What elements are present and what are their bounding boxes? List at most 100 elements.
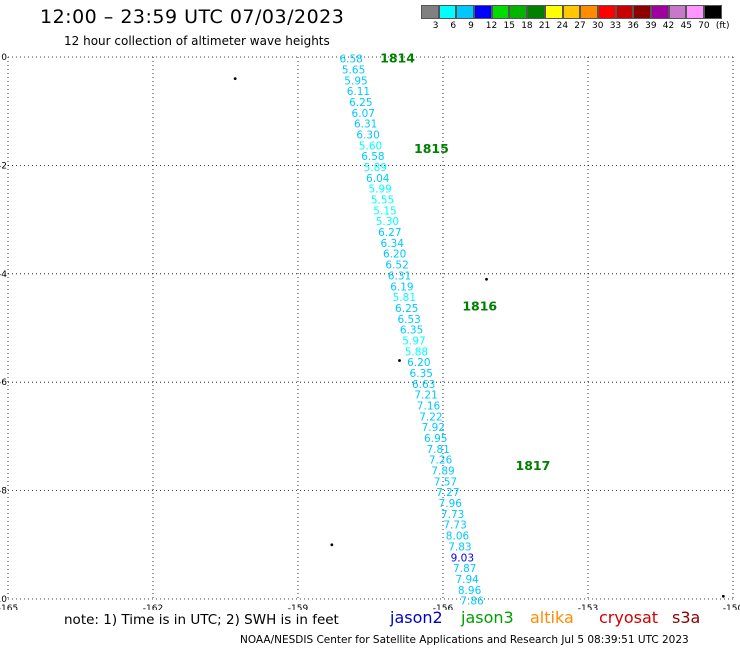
swh-value: 7.96 <box>439 498 463 510</box>
x-tick-label: -153 <box>578 604 598 610</box>
swh-value: 5.60 <box>359 140 382 152</box>
color-scale-label: 6 <box>450 21 457 31</box>
swh-value: 5.15 <box>373 205 396 217</box>
map-title: 12:00 – 23:59 UTC 07/03/2023 <box>40 6 345 28</box>
y-tick-label: -2 <box>0 161 7 171</box>
swh-value: 6.20 <box>383 249 406 261</box>
swh-value: 7.57 <box>434 476 457 488</box>
swh-value: 7.92 <box>422 422 445 434</box>
island-mark <box>233 77 237 81</box>
swh-value: 5.97 <box>402 335 425 347</box>
color-scale-label: 21 <box>538 21 551 31</box>
swh-value: 6.11 <box>347 86 370 98</box>
y-tick-label: -6 <box>0 378 7 388</box>
swh-value: 5.95 <box>344 75 367 87</box>
color-scale-label: 27 <box>574 21 586 31</box>
island-mark <box>398 359 401 362</box>
color-scale-cell <box>633 5 651 19</box>
y-tick-label: 0 <box>1 53 7 63</box>
color-scale-label: 42 <box>662 21 675 31</box>
pass-time-label: 1817 <box>516 458 551 473</box>
swh-value: 7.83 <box>448 541 471 553</box>
swh-value: 7.26 <box>429 455 453 467</box>
swh-value: 5.81 <box>393 292 416 304</box>
swh-value: 5.99 <box>368 184 391 196</box>
swh-value: 6.53 <box>397 314 420 326</box>
legend-entry-altika: altika <box>530 608 574 627</box>
swh-value: 6.35 <box>410 368 433 380</box>
color-scale-cell <box>438 5 457 19</box>
swh-value: 6.07 <box>352 108 375 120</box>
color-scale-label: 12 <box>485 21 498 31</box>
swh-value: 6.25 <box>395 303 418 315</box>
swh-value: 5.30 <box>376 216 399 228</box>
swh-value: 6.30 <box>356 130 379 142</box>
swh-value: 6.04 <box>366 173 390 185</box>
color-scale-label: (ft) <box>715 21 730 31</box>
swh-value: 6.19 <box>390 281 413 293</box>
swh-value: 6.35 <box>400 325 423 337</box>
map-subtitle: 12 hour collection of altimeter wave hei… <box>64 34 330 48</box>
color-scale-label: 30 <box>592 21 604 31</box>
swh-value: 8.06 <box>446 531 470 543</box>
swh-value: 6.31 <box>354 119 377 131</box>
swh-value: 6.31 <box>388 270 411 282</box>
legend-entry-jason2: jason2 <box>390 608 443 627</box>
swh-value: 7.86 <box>460 596 484 608</box>
color-scale-cell <box>509 5 528 19</box>
swh-value: 6.95 <box>424 433 447 445</box>
color-scale-label: 39 <box>645 21 657 31</box>
color-scale-label: 15 <box>503 21 515 31</box>
pass-time-label: 1814 <box>380 51 415 66</box>
swh-value: 7.89 <box>431 466 454 478</box>
x-tick-label: -162 <box>143 604 163 610</box>
swh-value: 5.89 <box>364 162 387 174</box>
color-scale-label: 24 <box>556 21 569 31</box>
altimeter-map: -165 -162 -159 -156 -153 -150 0 -2 -4 -6 -8 -10 6.58… <box>0 51 740 610</box>
color-scale-label: 36 <box>627 21 639 31</box>
swh-value: 7.21 <box>414 390 437 402</box>
color-scale-label: 18 <box>521 21 533 31</box>
swh-value: 7.22 <box>419 411 442 423</box>
legend-entry-s3a: s3a <box>672 608 701 627</box>
swh-value: 7.27 <box>436 487 459 499</box>
color-scale-cell <box>474 5 492 19</box>
color-scale-cell <box>544 5 563 19</box>
x-tick-label: -159 <box>288 604 309 610</box>
credit-line: NOAA/NESDIS Center for Satellite Applica… <box>240 634 689 646</box>
color-scale-cell <box>491 5 510 19</box>
color-scale-label: 45 <box>680 21 692 31</box>
swh-value: 6.52 <box>385 260 408 272</box>
swh-value: 5.88 <box>405 346 428 358</box>
swh-value: 7.81 <box>426 444 449 456</box>
swh-value: 6.63 <box>412 379 435 391</box>
swh-value: 8.96 <box>458 585 482 597</box>
color-scale-cell <box>421 5 439 19</box>
x-tick-label: -156 <box>433 604 454 610</box>
y-tick-label: -10 <box>0 595 7 605</box>
y-tick-label: -4 <box>0 270 7 280</box>
island-mark <box>485 277 488 281</box>
swh-value: 7.73 <box>441 509 464 521</box>
swh-value: 6.58 <box>339 54 362 66</box>
color-scale-cell <box>668 5 687 19</box>
color-scale-cell <box>580 5 598 19</box>
color-scale-cell <box>686 5 704 19</box>
color-scale-cell <box>456 5 475 19</box>
pass-time-label: 1816 <box>462 298 497 313</box>
legend-entry-jason3: jason3 <box>461 608 514 627</box>
swh-value: 5.55 <box>371 195 394 207</box>
x-tick-label: -150 <box>723 604 740 610</box>
swh-value: 7.73 <box>443 520 466 532</box>
swh-value: 6.58 <box>361 151 384 163</box>
swh-value: 9.03 <box>451 552 474 564</box>
swh-value: 6.34 <box>381 238 405 250</box>
color-scale-label: 33 <box>609 21 622 31</box>
swh-value: 6.25 <box>349 97 372 109</box>
color-scale-cell <box>527 5 545 19</box>
color-scale-cell <box>615 5 634 19</box>
color-scale-cell <box>704 5 722 19</box>
legend-entry-cryosat: cryosat <box>599 608 659 627</box>
color-scale-label: 9 <box>468 21 474 31</box>
swh-value: 7.87 <box>453 563 476 575</box>
